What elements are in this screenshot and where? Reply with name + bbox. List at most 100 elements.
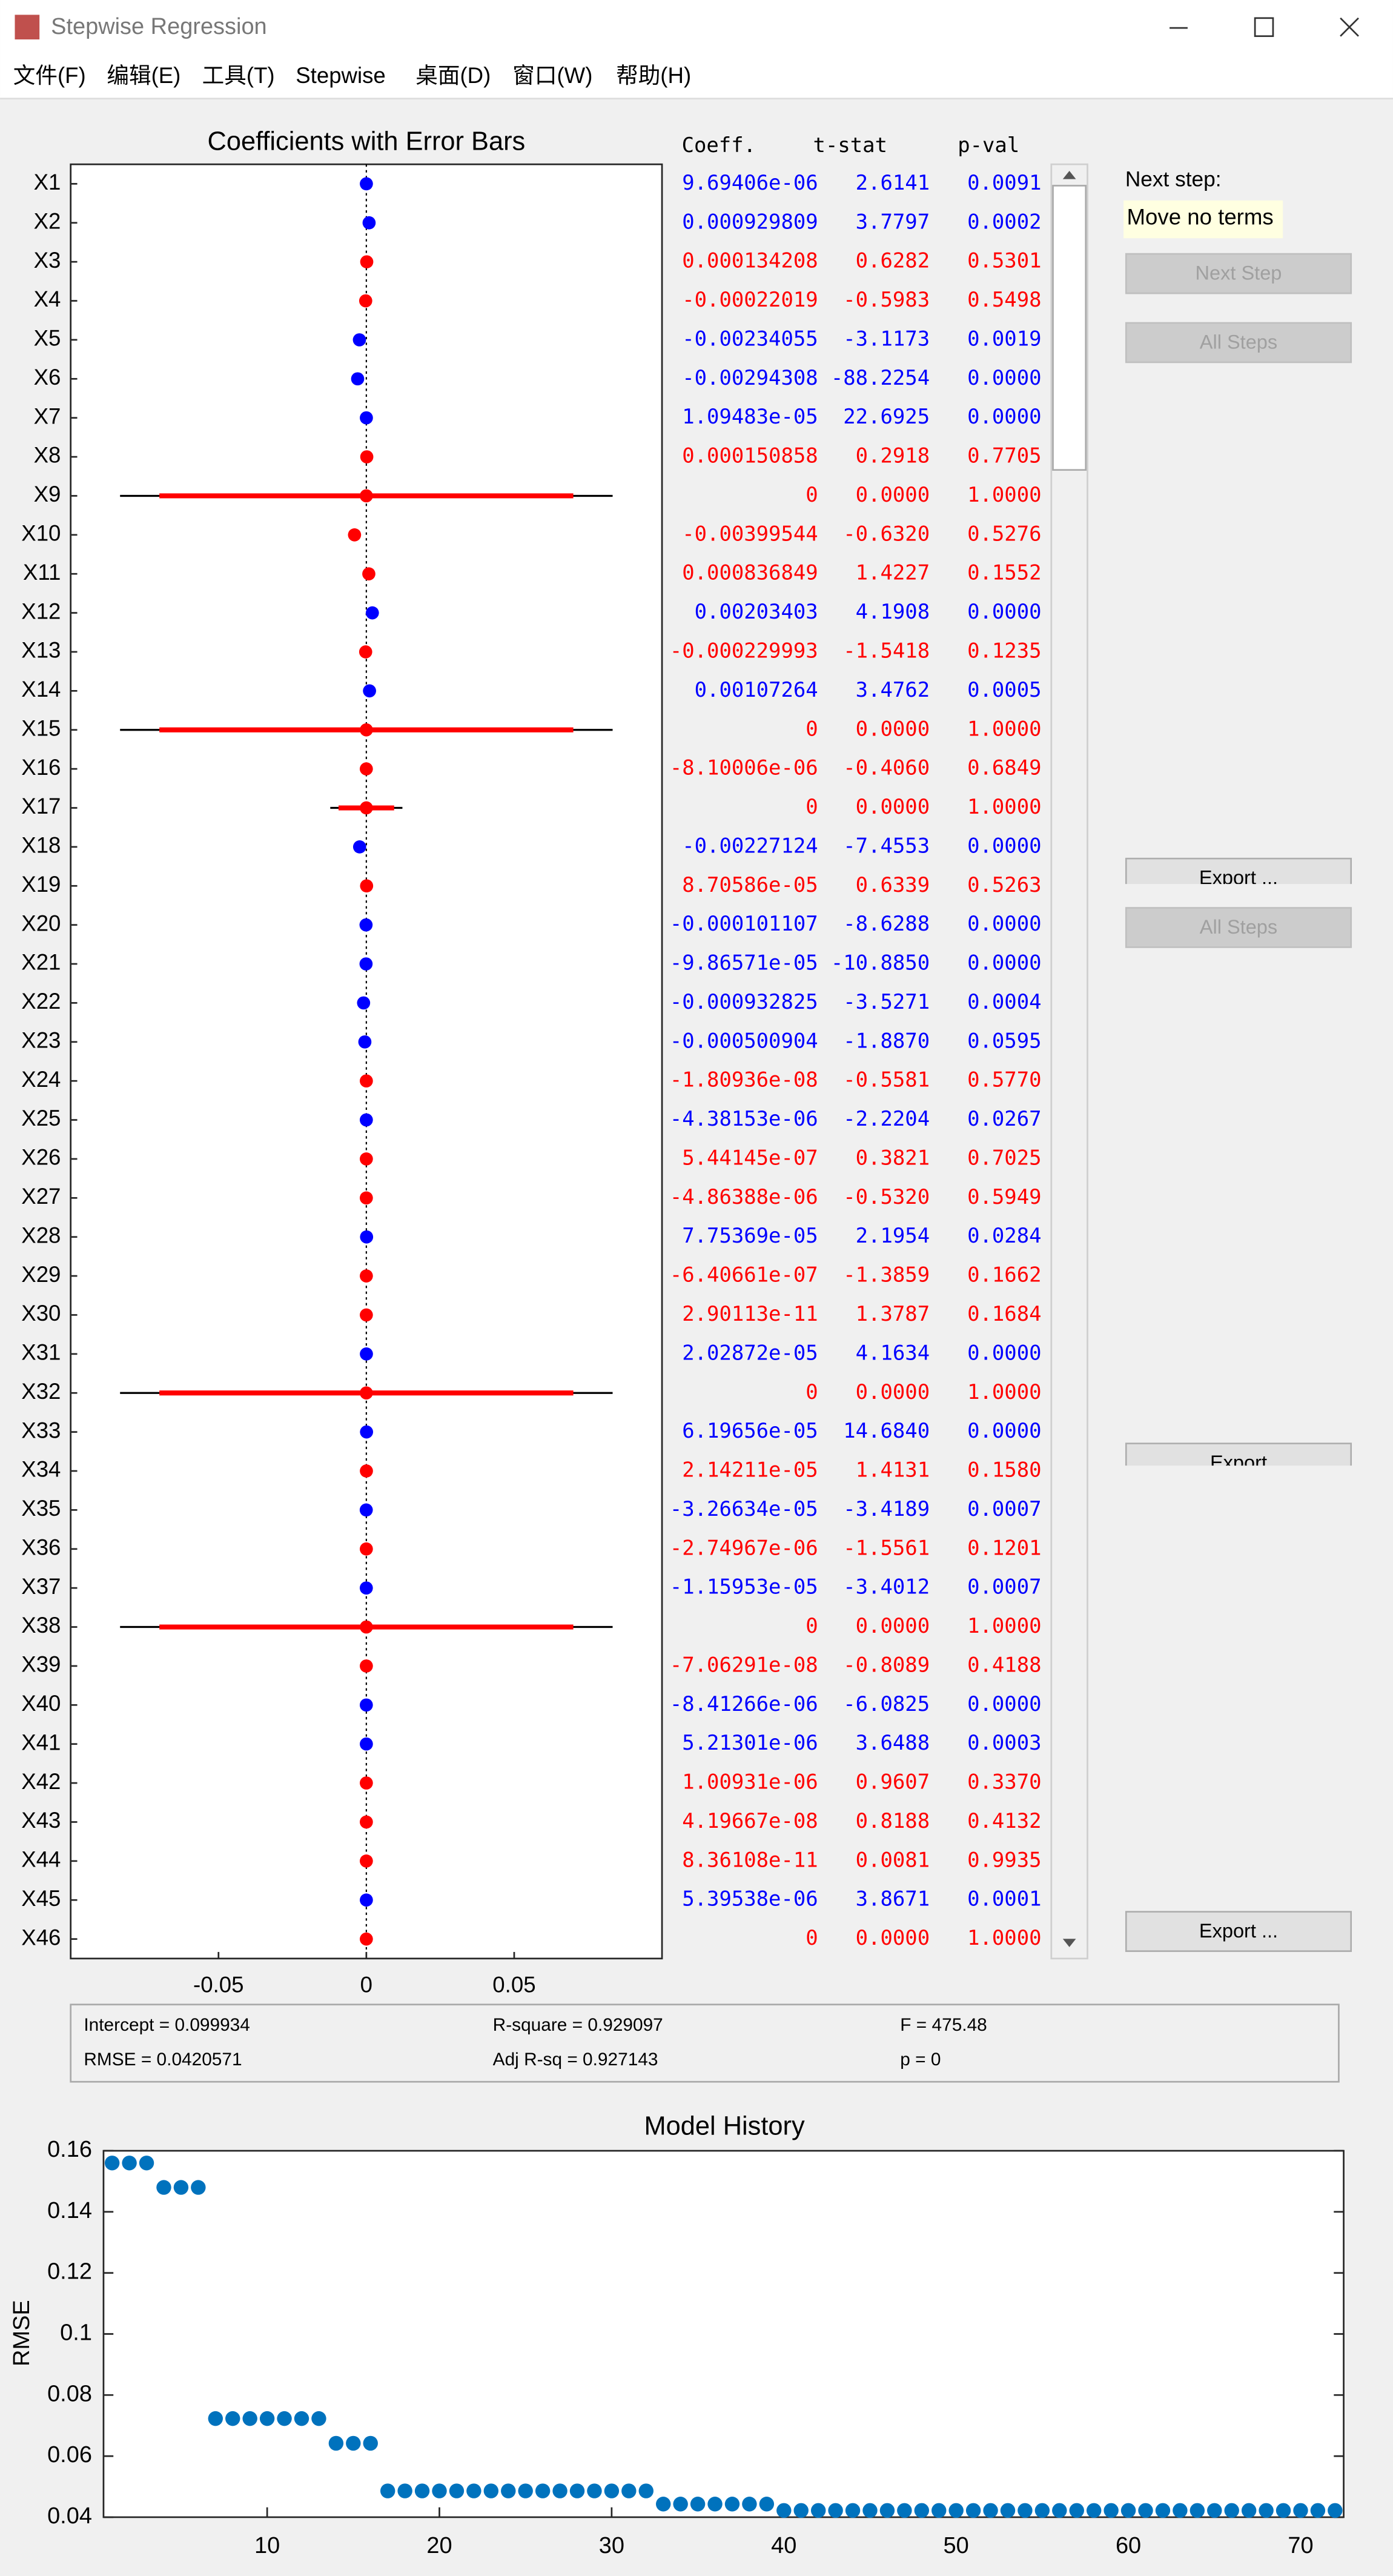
coefficient-dot [360, 1074, 373, 1088]
stat-text: F = 475.48 [900, 2015, 987, 2035]
button-face[interactable] [1125, 1911, 1352, 1952]
t-stat-cell: 0.0000 [856, 1614, 930, 1638]
button-face[interactable] [1125, 1442, 1352, 1483]
y-tick-label: X28 [21, 1223, 61, 1247]
button[interactable]: Export ... [1125, 857, 1352, 898]
y-tick-label: X26 [21, 1145, 61, 1170]
stats-panel [70, 2003, 1340, 2083]
t-stat-cell: 4.1908 [856, 600, 930, 623]
y-tick-label: X3 [34, 248, 61, 273]
button-label[interactable]: Export ... [1199, 1920, 1278, 1942]
menu-item[interactable]: 桌面(D) [415, 63, 491, 88]
history-point [1207, 2503, 1222, 2518]
history-point [690, 2497, 706, 2512]
history-point [1155, 2503, 1171, 2518]
p-val-cell: 0.7025 [967, 1146, 1041, 1169]
p-val-cell: 0.0000 [967, 912, 1041, 935]
button-label[interactable]: Export [1210, 1452, 1267, 1473]
t-stat-cell: -8.6288 [843, 912, 930, 935]
y-tick-label: X42 [21, 1769, 61, 1794]
history-point [1086, 2503, 1102, 2518]
history-point [1224, 2503, 1239, 2518]
t-stat-cell: 3.8671 [856, 1887, 930, 1911]
coefficient-dot [360, 1776, 373, 1790]
history-point [1034, 2503, 1050, 2518]
y-tick-label: X25 [21, 1106, 61, 1130]
p-val-cell: 0.5263 [967, 873, 1041, 897]
history-point [948, 2503, 964, 2518]
button: Next Step [1125, 253, 1352, 294]
button-label[interactable]: Export ... [1199, 867, 1278, 889]
x-tick-label: 60 [1116, 2533, 1141, 2558]
y-tick-label: X30 [21, 1301, 61, 1326]
history-point [277, 2411, 292, 2426]
stat-text: p = 0 [900, 2050, 941, 2070]
x-tick-label: 0 [360, 1973, 372, 1997]
history-point [1000, 2503, 1016, 2518]
history-point [242, 2411, 257, 2426]
menu-item[interactable]: 编辑(E) [107, 63, 180, 88]
x-tick-label: 0.05 [492, 1973, 535, 1997]
coeff-cell: 2.90113e-11 [682, 1302, 818, 1326]
menu-item[interactable]: 文件(F) [13, 63, 86, 88]
scroll-down-arrow[interactable] [1062, 1939, 1076, 1947]
history-point [173, 2180, 189, 2195]
coeff-cell: 4.19667e-08 [682, 1809, 818, 1833]
button[interactable]: Export ... [1125, 1911, 1352, 1952]
menu-item[interactable]: 窗口(W) [512, 63, 592, 88]
coeff-cell: -1.80936e-08 [670, 1068, 818, 1092]
history-point [104, 2156, 120, 2171]
button[interactable]: Export [1125, 1442, 1352, 1483]
maximize-button[interactable] [1254, 17, 1274, 38]
history-point [1190, 2503, 1205, 2518]
close-button[interactable] [1340, 17, 1359, 37]
coefficient-dot [359, 645, 372, 659]
button-face[interactable] [1125, 857, 1352, 898]
p-val-cell: 0.1684 [967, 1302, 1041, 1326]
history-point [1120, 2503, 1136, 2518]
history-point [1138, 2503, 1153, 2518]
p-val-cell: 0.0000 [967, 951, 1041, 975]
menu-item[interactable]: 帮助(H) [616, 63, 691, 88]
coeff-cell: -9.86571e-05 [670, 951, 818, 975]
history-point [397, 2483, 412, 2498]
history-point [122, 2156, 137, 2171]
history-point [1241, 2503, 1257, 2518]
coefficient-dot [360, 879, 374, 893]
p-val-cell: 0.7705 [967, 444, 1041, 468]
coeff-cell: -0.00234055 [682, 327, 818, 350]
coeff-cell: -7.06291e-08 [670, 1653, 818, 1676]
coeff-cell: -0.000101107 [670, 912, 818, 935]
coeff-cell: 0 [806, 795, 818, 818]
history-point [828, 2503, 843, 2518]
p-val-cell: 0.4132 [967, 1809, 1041, 1833]
menu-item[interactable]: Stepwise [296, 63, 386, 88]
menu-item[interactable]: 工具(T) [202, 63, 275, 88]
coefficient-dot [360, 1386, 373, 1400]
x-tick-label: 50 [944, 2533, 969, 2558]
t-stat-cell: 3.7797 [856, 210, 930, 233]
stat-text: Intercept = 0.099934 [84, 2015, 250, 2035]
y-tick-label: X7 [34, 403, 61, 428]
p-val-cell: 1.0000 [967, 1380, 1041, 1404]
button-face [1125, 253, 1352, 294]
y-tick-label: X8 [34, 443, 61, 468]
coeff-cell: 5.21301e-06 [682, 1731, 818, 1754]
button: All Steps [1125, 907, 1352, 948]
history-point [1276, 2503, 1291, 2518]
history-point [156, 2180, 171, 2195]
history-point [724, 2497, 740, 2512]
history-point [638, 2483, 653, 2498]
coefficient-dot [352, 840, 366, 854]
y-tick-label: 0.12 [47, 2259, 92, 2285]
p-val-cell: 0.1552 [967, 561, 1041, 585]
y-tick-label: X31 [21, 1340, 61, 1365]
p-val-cell: 1.0000 [967, 717, 1041, 740]
coeff-cell: 7.75369e-05 [682, 1224, 818, 1247]
p-val-cell: 0.0001 [967, 1887, 1041, 1911]
scroll-up-arrow[interactable] [1062, 171, 1076, 179]
scrollbar-thumb[interactable] [1052, 185, 1087, 471]
coeff-cell: 5.39538e-06 [682, 1887, 818, 1911]
history-point [466, 2483, 481, 2498]
p-val-cell: 0.0267 [967, 1107, 1041, 1130]
